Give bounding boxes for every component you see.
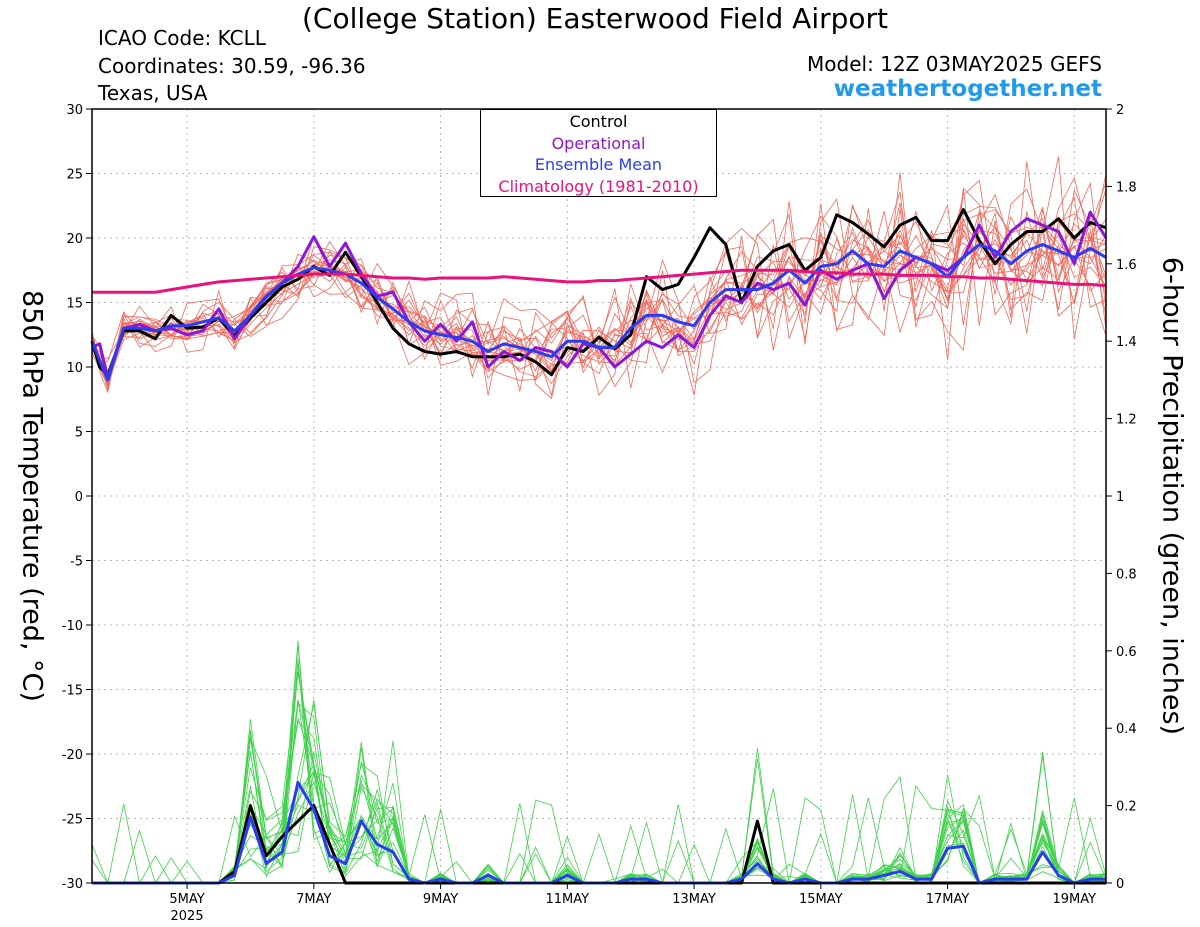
legend: Control Operational Ensemble Mean Climat… bbox=[480, 109, 717, 197]
x-tick-year-label: 2025 bbox=[171, 909, 204, 924]
x-tick-label: 7MAY bbox=[296, 892, 331, 907]
precip-member-line bbox=[92, 672, 1107, 884]
legend-entry-operational: Operational bbox=[551, 133, 646, 153]
y-tick-label-left: 15 bbox=[66, 297, 83, 312]
precip-member-line bbox=[92, 664, 1107, 884]
y-tick-label-left: -25 bbox=[62, 813, 83, 828]
precip-member-line bbox=[92, 659, 1107, 884]
y-tick-label-left: -30 bbox=[62, 877, 83, 892]
y-tick-label-right: 0 bbox=[1116, 877, 1124, 892]
x-tick-label: 17MAY bbox=[926, 892, 970, 907]
x-tick-label: 15MAY bbox=[799, 892, 843, 907]
y-tick-label-left: 0 bbox=[75, 490, 83, 505]
x-tick-label: 11MAY bbox=[546, 892, 590, 907]
temp-climatology-line bbox=[92, 268, 1107, 294]
y-tick-label-right: 0.2 bbox=[1116, 800, 1137, 815]
y-tick-label-left: 10 bbox=[66, 361, 83, 376]
y-tick-label-left: -20 bbox=[62, 748, 83, 763]
y-tick-label-left: 30 bbox=[66, 103, 83, 118]
temp-member-line bbox=[91, 226, 1107, 387]
temp-member-line bbox=[91, 223, 1107, 378]
y-tick-label-right: 1.4 bbox=[1116, 335, 1137, 350]
temp-member-line bbox=[91, 181, 1107, 387]
y-tick-label-left: 5 bbox=[75, 426, 83, 441]
temp-member-line bbox=[91, 179, 1107, 388]
x-tick-label: 19MAY bbox=[1053, 892, 1097, 907]
legend-entry-climatology: Climatology (1981-2010) bbox=[498, 176, 699, 196]
legend-entry-control: Control bbox=[569, 112, 628, 131]
x-tick-label: 13MAY bbox=[672, 892, 716, 907]
model-run: Model: 12Z 03MAY2025 GEFS bbox=[807, 52, 1102, 76]
y-tick-label-right: 1.6 bbox=[1116, 258, 1137, 273]
y-tick-label-right: 2 bbox=[1116, 103, 1124, 118]
y-tick-label-right: 1 bbox=[1116, 490, 1124, 505]
temp-member-line bbox=[91, 215, 1107, 385]
icao-code: ICAO Code: KCLL bbox=[98, 26, 266, 50]
y-tick-label-left: 20 bbox=[66, 232, 83, 247]
legend-entry-ensemble-mean: Ensemble Mean bbox=[534, 155, 663, 174]
coordinates: Coordinates: 30.59, -96.36 bbox=[98, 54, 366, 78]
y-tick-label-left: -15 bbox=[62, 684, 83, 699]
y-tick-label-right: 0.8 bbox=[1116, 567, 1137, 582]
x-tick-label: 5MAY bbox=[169, 892, 204, 907]
chart-title: (College Station) Easterwood Field Airpo… bbox=[301, 2, 889, 35]
y-tick-label-left: -5 bbox=[70, 555, 83, 570]
temp-member-line bbox=[91, 202, 1107, 385]
region-label: Texas, USA bbox=[98, 81, 208, 105]
temp-member-line bbox=[91, 220, 1107, 377]
site-link[interactable]: weathertogether.net bbox=[833, 76, 1102, 102]
temp-ensemble-mean-line bbox=[90, 243, 1107, 382]
y-tick-label-left: -10 bbox=[62, 619, 83, 634]
y-tick-label-right: 0.4 bbox=[1116, 722, 1137, 737]
temp-member-line bbox=[91, 156, 1107, 400]
y-tick-label-right: 1.8 bbox=[1116, 180, 1137, 195]
precip-member-line bbox=[92, 671, 1107, 884]
x-tick-label: 9MAY bbox=[423, 892, 458, 907]
y-tick-label-left: 25 bbox=[66, 168, 83, 183]
temp-member-line bbox=[91, 233, 1107, 384]
y-tick-label-right: 0.6 bbox=[1116, 645, 1137, 660]
y-tick-label-right: 1.2 bbox=[1116, 413, 1137, 428]
